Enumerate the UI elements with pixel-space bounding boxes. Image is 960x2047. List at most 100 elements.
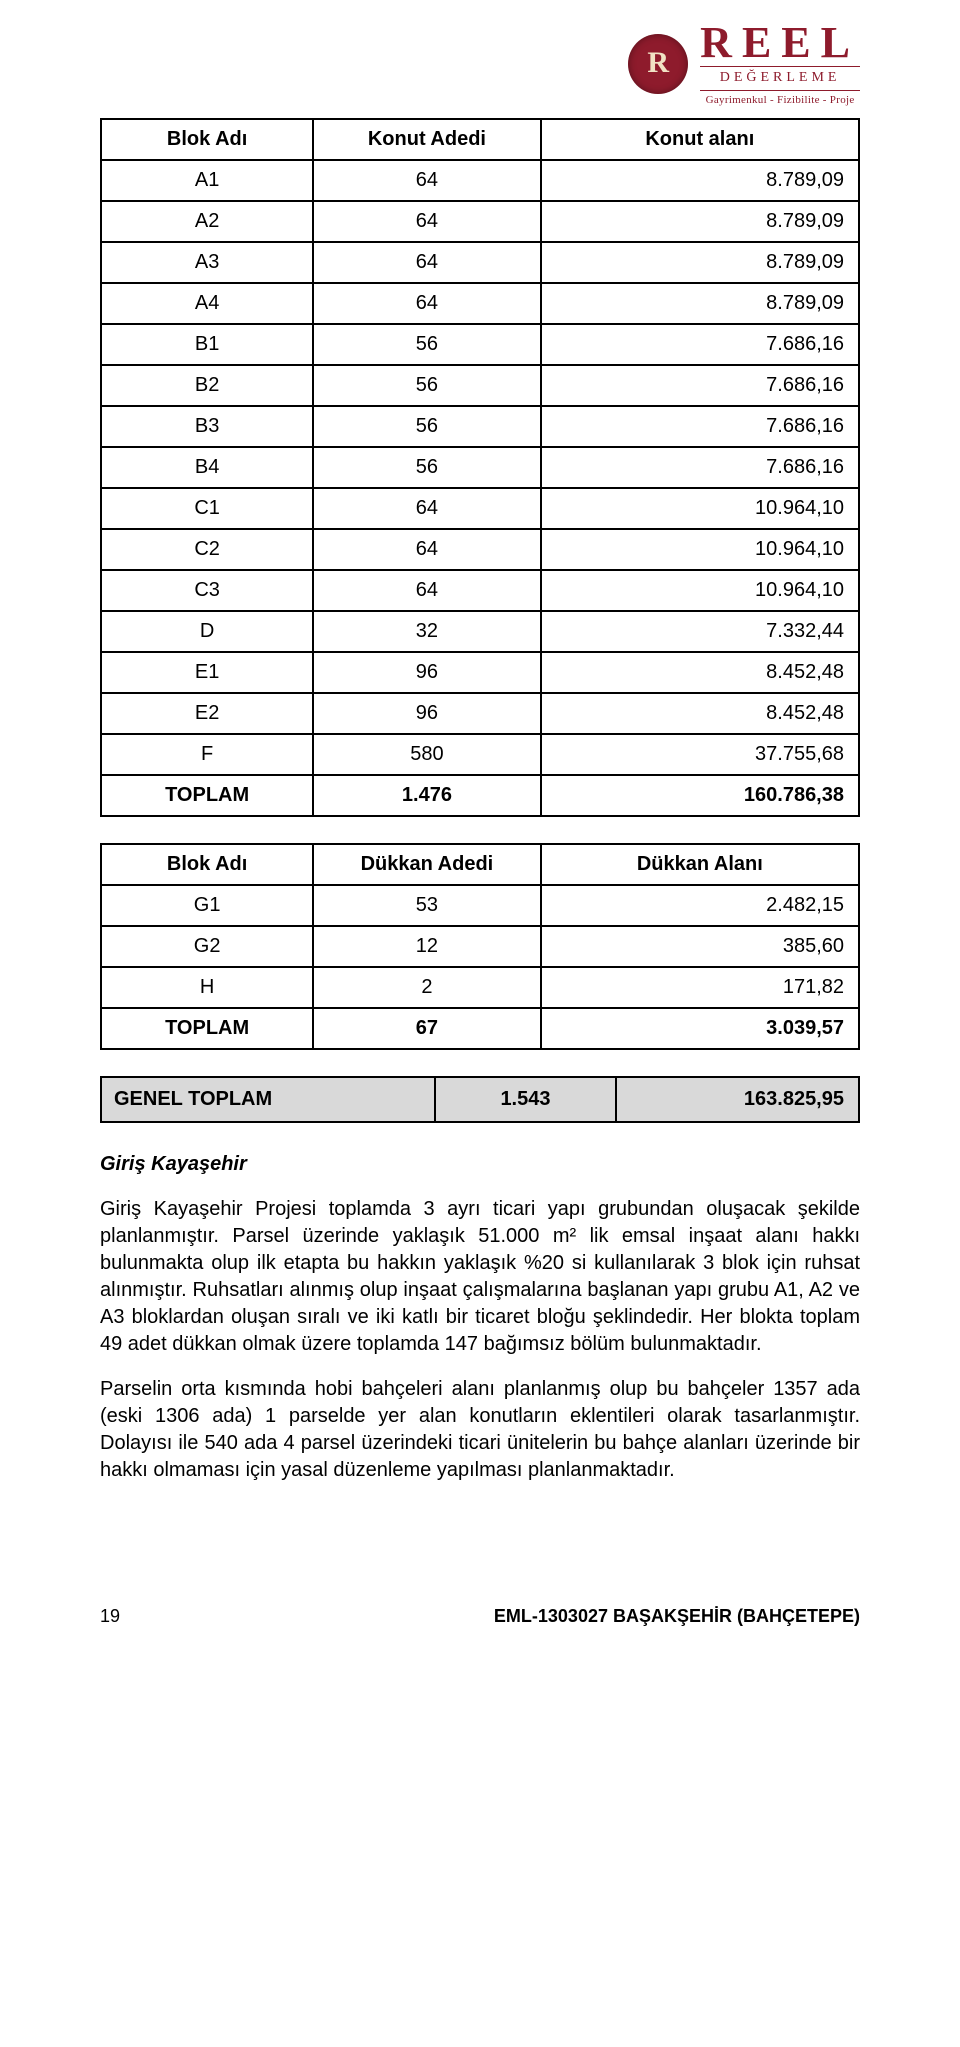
table-cell: 96 bbox=[313, 652, 540, 693]
column-header: Blok Adı bbox=[101, 119, 313, 160]
logo-seal-icon bbox=[628, 34, 688, 94]
table-cell: 2.482,15 bbox=[541, 885, 859, 926]
table-cell: B1 bbox=[101, 324, 313, 365]
table-cell: 64 bbox=[313, 283, 540, 324]
table-cell: 10.964,10 bbox=[541, 529, 859, 570]
general-total-label: GENEL TOPLAM bbox=[101, 1077, 435, 1122]
table-cell: 8.789,09 bbox=[541, 242, 859, 283]
table-dukkan: Blok AdıDükkan AdediDükkan Alanı G1532.4… bbox=[100, 843, 860, 1050]
column-header: Dükkan Adedi bbox=[313, 844, 540, 885]
table-row: C26410.964,10 bbox=[101, 529, 859, 570]
table-header-row: Blok AdıKonut AdediKonut alanı bbox=[101, 119, 859, 160]
table-row: A1648.789,09 bbox=[101, 160, 859, 201]
table-row: B1567.686,16 bbox=[101, 324, 859, 365]
paragraph-2: Parselin orta kısmında hobi bahçeleri al… bbox=[100, 1376, 860, 1484]
table-row: C16410.964,10 bbox=[101, 488, 859, 529]
table-cell: 96 bbox=[313, 693, 540, 734]
table-total-cell: TOPLAM bbox=[101, 775, 313, 816]
table-cell: 37.755,68 bbox=[541, 734, 859, 775]
table-row: D327.332,44 bbox=[101, 611, 859, 652]
header-logo: REEL DEĞERLEME Gayrimenkul - Fizibilite … bbox=[100, 20, 860, 108]
table-cell: 64 bbox=[313, 488, 540, 529]
table-row: E1968.452,48 bbox=[101, 652, 859, 693]
table-row: F58037.755,68 bbox=[101, 734, 859, 775]
table-row: B4567.686,16 bbox=[101, 447, 859, 488]
table-general-total: GENEL TOPLAM 1.543 163.825,95 bbox=[100, 1076, 860, 1123]
table-cell: 8.452,48 bbox=[541, 652, 859, 693]
table-header-row: Blok AdıDükkan AdediDükkan Alanı bbox=[101, 844, 859, 885]
table-cell: A2 bbox=[101, 201, 313, 242]
page-number: 19 bbox=[100, 1604, 120, 1628]
table-cell: B2 bbox=[101, 365, 313, 406]
table-cell: 56 bbox=[313, 324, 540, 365]
general-total-count: 1.543 bbox=[435, 1077, 617, 1122]
table-cell: 64 bbox=[313, 160, 540, 201]
table-cell: 64 bbox=[313, 570, 540, 611]
table-row: A4648.789,09 bbox=[101, 283, 859, 324]
brand-sub1: DEĞERLEME bbox=[700, 66, 860, 91]
table-total-cell: 3.039,57 bbox=[541, 1008, 859, 1049]
table-cell: B4 bbox=[101, 447, 313, 488]
table-row: B2567.686,16 bbox=[101, 365, 859, 406]
table-cell: 171,82 bbox=[541, 967, 859, 1008]
table-cell: D bbox=[101, 611, 313, 652]
table-cell: 8.452,48 bbox=[541, 693, 859, 734]
table-cell: 64 bbox=[313, 201, 540, 242]
table-cell: A3 bbox=[101, 242, 313, 283]
table-row: A2648.789,09 bbox=[101, 201, 859, 242]
table-cell: F bbox=[101, 734, 313, 775]
table-row: H2171,82 bbox=[101, 967, 859, 1008]
logo: REEL DEĞERLEME Gayrimenkul - Fizibilite … bbox=[628, 20, 860, 108]
column-header: Blok Adı bbox=[101, 844, 313, 885]
table-cell: C2 bbox=[101, 529, 313, 570]
table-cell: 2 bbox=[313, 967, 540, 1008]
brand-name: REEL bbox=[700, 20, 860, 66]
table-cell: 8.789,09 bbox=[541, 283, 859, 324]
paragraph-1: Giriş Kayaşehir Projesi toplamda 3 ayrı … bbox=[100, 1196, 860, 1358]
table-total-cell: TOPLAM bbox=[101, 1008, 313, 1049]
table-cell: 64 bbox=[313, 242, 540, 283]
table-cell: E1 bbox=[101, 652, 313, 693]
table-cell: C1 bbox=[101, 488, 313, 529]
table-row: A3648.789,09 bbox=[101, 242, 859, 283]
table-cell: E2 bbox=[101, 693, 313, 734]
table-cell: 7.686,16 bbox=[541, 447, 859, 488]
document-reference: EML-1303027 BAŞAKŞEHİR (BAHÇETEPE) bbox=[494, 1604, 860, 1628]
table-cell: 56 bbox=[313, 447, 540, 488]
page-footer: 19 EML-1303027 BAŞAKŞEHİR (BAHÇETEPE) bbox=[100, 1604, 860, 1628]
brand-sub2: Gayrimenkul - Fizibilite - Proje bbox=[700, 91, 860, 108]
section-title: Giriş Kayaşehir bbox=[100, 1151, 860, 1178]
table-total-cell: 67 bbox=[313, 1008, 540, 1049]
table-row: E2968.452,48 bbox=[101, 693, 859, 734]
table-konut: Blok AdıKonut AdediKonut alanı A1648.789… bbox=[100, 118, 860, 817]
table-cell: 12 bbox=[313, 926, 540, 967]
column-header: Konut alanı bbox=[541, 119, 859, 160]
table-cell: 8.789,09 bbox=[541, 160, 859, 201]
table-cell: G2 bbox=[101, 926, 313, 967]
table-cell: 10.964,10 bbox=[541, 570, 859, 611]
table-cell: 7.332,44 bbox=[541, 611, 859, 652]
table-cell: 8.789,09 bbox=[541, 201, 859, 242]
table-cell: A4 bbox=[101, 283, 313, 324]
table-cell: B3 bbox=[101, 406, 313, 447]
table-cell: 7.686,16 bbox=[541, 365, 859, 406]
table-cell: 53 bbox=[313, 885, 540, 926]
table-cell: 385,60 bbox=[541, 926, 859, 967]
table-row: B3567.686,16 bbox=[101, 406, 859, 447]
table-total-row: TOPLAM1.476160.786,38 bbox=[101, 775, 859, 816]
column-header: Konut Adedi bbox=[313, 119, 540, 160]
table-cell: A1 bbox=[101, 160, 313, 201]
table-cell: 56 bbox=[313, 406, 540, 447]
table-cell: H bbox=[101, 967, 313, 1008]
table-cell: 56 bbox=[313, 365, 540, 406]
table-cell: C3 bbox=[101, 570, 313, 611]
table-cell: 7.686,16 bbox=[541, 406, 859, 447]
column-header: Dükkan Alanı bbox=[541, 844, 859, 885]
table-cell: 580 bbox=[313, 734, 540, 775]
table-cell: 10.964,10 bbox=[541, 488, 859, 529]
table-row: C36410.964,10 bbox=[101, 570, 859, 611]
table-row: G1532.482,15 bbox=[101, 885, 859, 926]
table-cell: 64 bbox=[313, 529, 540, 570]
table-row: G212385,60 bbox=[101, 926, 859, 967]
table-cell: G1 bbox=[101, 885, 313, 926]
